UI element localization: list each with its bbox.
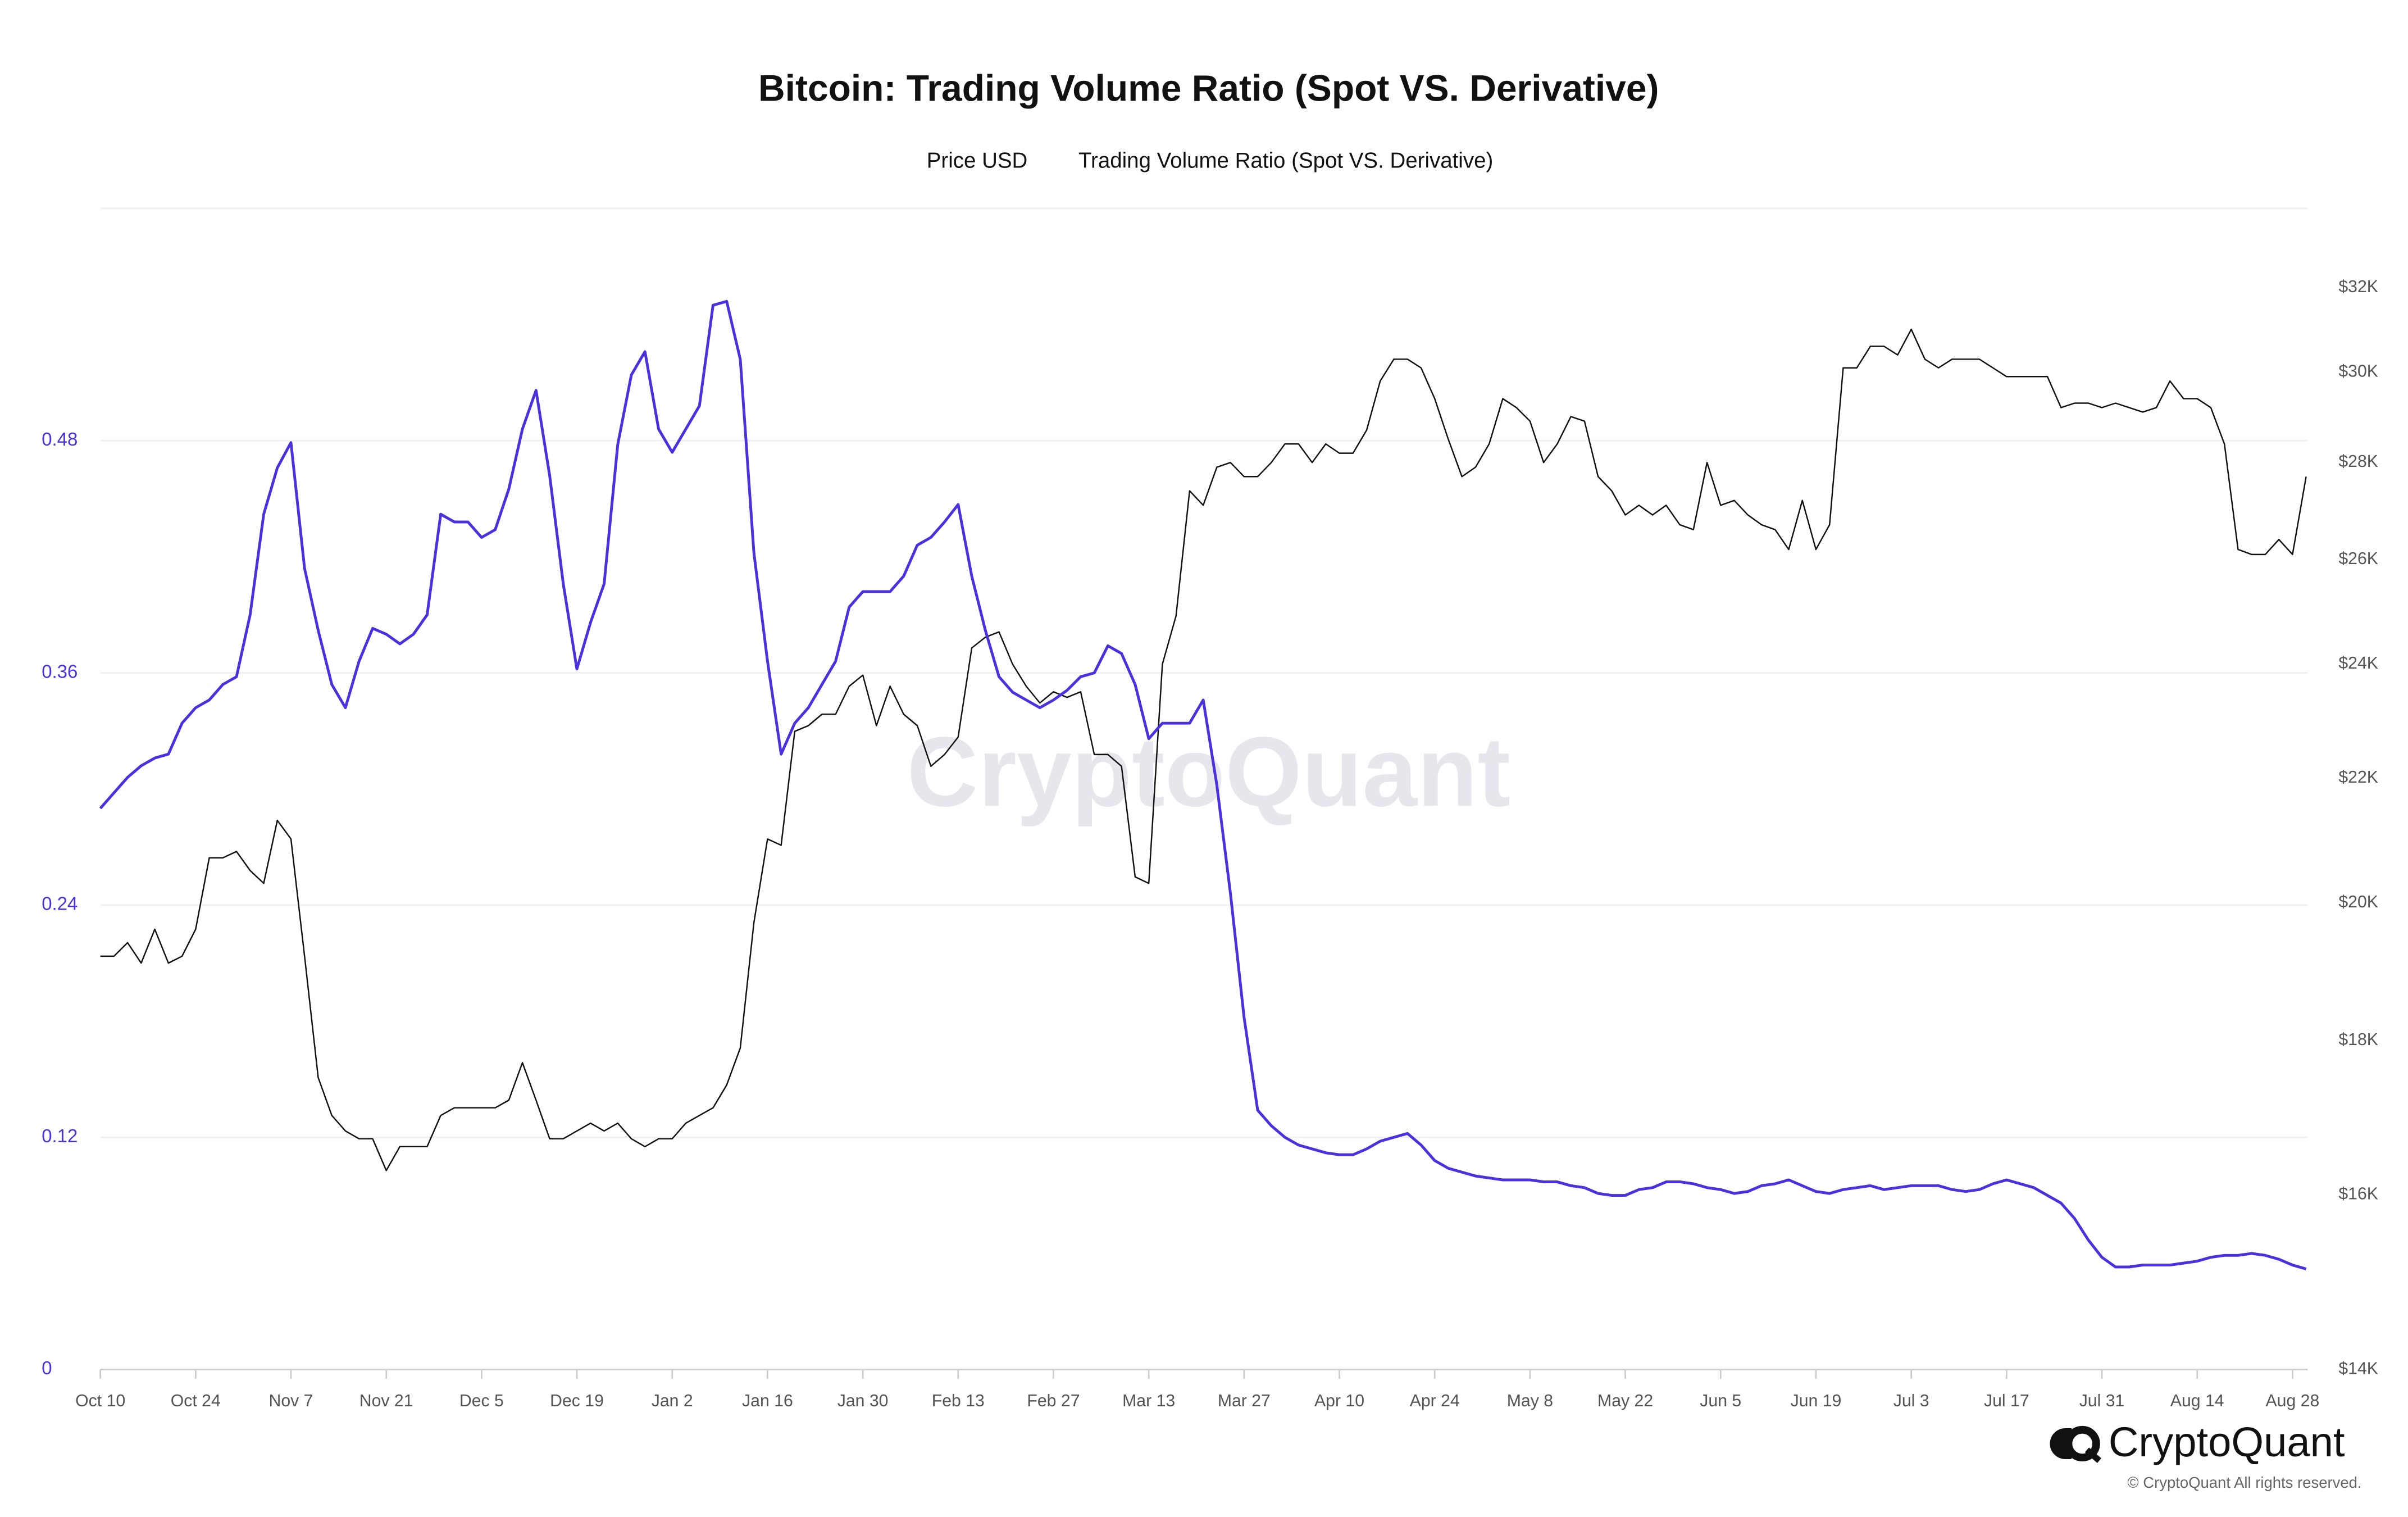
- logo-ring: [2064, 1425, 2100, 1462]
- logo-tail: [2084, 1447, 2102, 1463]
- x-tick-label: Feb 13: [932, 1392, 985, 1410]
- series-line: [100, 328, 2307, 1171]
- brand-logo: [2050, 1425, 2102, 1463]
- x-tick-label: Aug 28: [2265, 1392, 2319, 1410]
- y2-tick-label: $20K: [2338, 893, 2378, 911]
- x-tick-label: Jan 30: [837, 1392, 889, 1410]
- x-tick-label: May 22: [1597, 1392, 1653, 1410]
- y2-tick-label: $18K: [2338, 1030, 2378, 1049]
- x-tick-label: Feb 27: [1027, 1392, 1080, 1410]
- x-tick-label: Aug 14: [2170, 1392, 2224, 1410]
- x-tick-label: Oct 10: [75, 1392, 125, 1410]
- brand-name: CryptoQuant: [2109, 1419, 2345, 1465]
- x-tick-label: Jun 5: [1700, 1392, 1741, 1410]
- x-tick-label: Jun 19: [1791, 1392, 1842, 1410]
- x-tick-label: Jul 31: [2079, 1392, 2125, 1410]
- y2-tick-label: $28K: [2338, 452, 2378, 471]
- y2-tick-label: $14K: [2338, 1360, 2378, 1378]
- x-tick-label: Mar 13: [1122, 1392, 1175, 1410]
- y2-tick-label: $24K: [2338, 654, 2378, 673]
- y2-tick-label: $32K: [2338, 278, 2378, 296]
- x-tick-label: Jul 17: [1984, 1392, 2029, 1410]
- chart-title: Bitcoin: Trading Volume Ratio (Spot VS. …: [758, 67, 1659, 109]
- x-tick-label: Nov 21: [359, 1392, 413, 1410]
- y-tick-label: 0.36: [42, 661, 78, 682]
- y2-tick-label: $22K: [2338, 768, 2378, 787]
- x-tick-label: Nov 7: [269, 1392, 313, 1410]
- x-tick-label: Apr 10: [1314, 1392, 1364, 1410]
- copyright: © CryptoQuant All rights reserved.: [2127, 1474, 2361, 1491]
- x-tick-label: May 8: [1507, 1392, 1553, 1410]
- x-tick-label: Apr 24: [1410, 1392, 1460, 1410]
- y-tick-label: 0.48: [42, 429, 78, 449]
- y-tick-label: 0.24: [42, 893, 78, 914]
- y2-tick-label: $16K: [2338, 1185, 2378, 1203]
- y-tick-label: 0: [42, 1357, 52, 1378]
- y-tick-label: 0.12: [42, 1125, 78, 1146]
- x-tick-label: Dec 5: [459, 1392, 504, 1410]
- y2-tick-label: $26K: [2338, 549, 2378, 568]
- x-tick-label: Oct 24: [171, 1392, 221, 1410]
- legend-entry: Trading Volume Ratio (Spot VS. Derivativ…: [1078, 149, 1493, 173]
- x-tick-label: Jul 3: [1893, 1392, 1929, 1410]
- x-tick-label: Jan 16: [742, 1392, 793, 1410]
- x-tick-label: Mar 27: [1218, 1392, 1271, 1410]
- logo-left: [2050, 1428, 2072, 1459]
- y2-tick-label: $30K: [2338, 362, 2378, 380]
- series-line: [99, 299, 2307, 1270]
- x-tick-label: Jan 2: [652, 1392, 693, 1410]
- legend-entry: Price USD: [927, 149, 1028, 173]
- x-tick-label: Dec 19: [550, 1392, 604, 1410]
